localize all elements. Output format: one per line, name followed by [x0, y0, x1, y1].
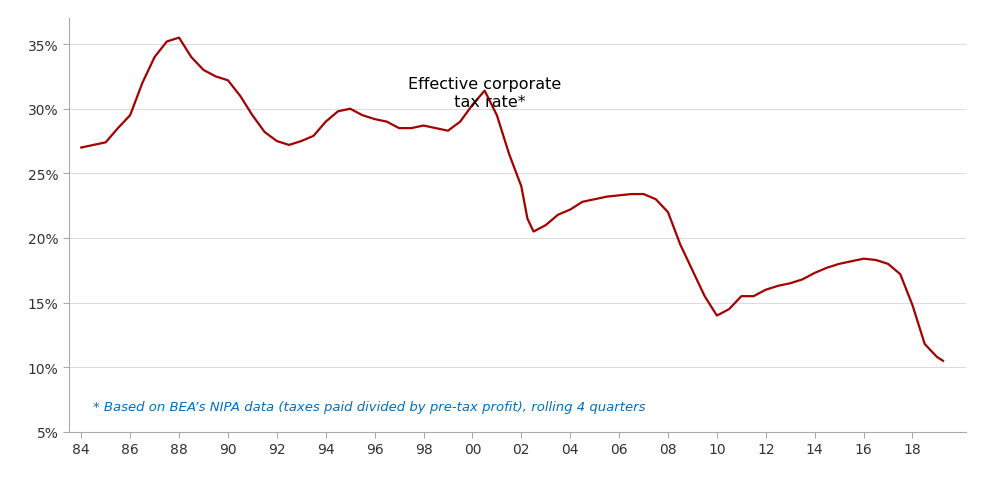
- Text: * Based on BEA’s NIPA data (taxes paid divided by pre-tax profit), rolling 4 qua: * Based on BEA’s NIPA data (taxes paid d…: [94, 400, 646, 413]
- Text: Effective corporate
  tax rate*: Effective corporate tax rate*: [408, 77, 561, 109]
